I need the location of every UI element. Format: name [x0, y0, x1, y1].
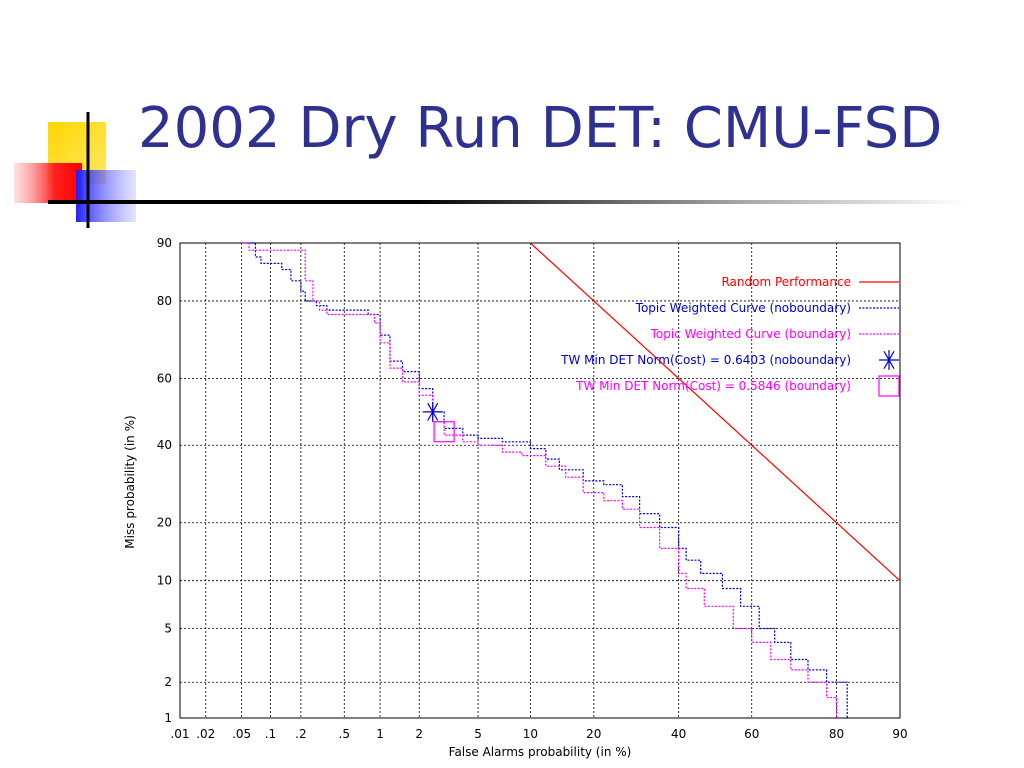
boundary-curve	[241, 242, 838, 718]
y-tick-label: 20	[157, 516, 172, 530]
x-tick-label: .5	[339, 727, 350, 741]
x-tick-label: .1	[265, 727, 276, 741]
x-tick-label: .01	[170, 727, 189, 741]
legend-min-noboundary-symbol	[879, 350, 899, 370]
blue-square	[76, 170, 136, 222]
y-tick-label: 2	[164, 675, 172, 689]
legend-min-boundary-label: TW Min DET Norm(Cost) = 0.5846 (boundary…	[575, 379, 851, 393]
x-tick-label: 80	[829, 727, 844, 741]
y-tick-label: 10	[157, 574, 172, 588]
x-tick-label: 10	[523, 727, 538, 741]
x-tick-label: 90	[892, 727, 907, 741]
legend-boundary-label: Topic Weighted Curve (boundary)	[650, 327, 851, 341]
random-performance-line	[529, 242, 901, 582]
title-decoration	[0, 0, 180, 240]
y-tick-label: 90	[157, 236, 172, 250]
x-tick-label: .2	[295, 727, 306, 741]
x-tick-label: 20	[586, 727, 601, 741]
legend-min-noboundary-label: TW Min DET Norm(Cost) = 0.6403 (nobounda…	[560, 353, 851, 367]
noboundary-min-marker	[422, 401, 443, 422]
x-tick-label: 5	[474, 727, 482, 741]
legend-random-label: Random Performance	[721, 275, 851, 289]
y-tick-label: 5	[164, 621, 172, 635]
x-tick-label: 40	[671, 727, 686, 741]
x-axis-label: False Alarms probability (in %)	[449, 745, 632, 759]
x-tick-label: .05	[232, 727, 251, 741]
y-tick-label: 1	[164, 711, 172, 725]
y-tick-label: 60	[157, 371, 172, 385]
x-tick-labels: .01 .02 .05 .1 .2 .5 1 2 5 10 20 40 60 80 90	[170, 727, 907, 741]
chart-legend: Random Performance Topic Weighted Curve (…	[560, 275, 900, 397]
y-axis-label: Miss probability (in %)	[123, 415, 137, 548]
x-tick-label: .02	[196, 727, 215, 741]
boundary-min-marker	[433, 421, 455, 443]
noboundary-curve	[241, 242, 848, 718]
red-square	[14, 163, 82, 203]
chart-series	[241, 242, 901, 718]
legend-min-boundary-symbol	[878, 375, 900, 397]
x-tick-label: 2	[415, 727, 423, 741]
title-divider	[48, 200, 968, 204]
plot-frame	[179, 242, 901, 719]
y-tick-label: 80	[157, 294, 172, 308]
slide-title: 2002 Dry Run DET: CMU-FSD	[138, 96, 943, 161]
y-tick-labels: 1 2 5 10 20 40 60 80 90	[157, 236, 172, 725]
y-tick-label: 40	[157, 438, 172, 452]
x-tick-label: 60	[744, 727, 759, 741]
x-tick-label: 1	[376, 727, 384, 741]
legend-noboundary-label: Topic Weighted Curve (noboundary)	[635, 301, 851, 315]
